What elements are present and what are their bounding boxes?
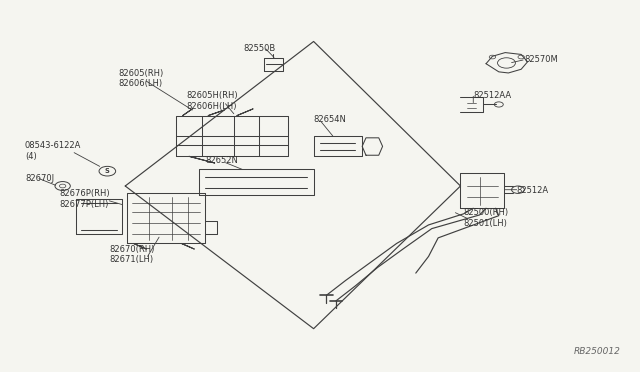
Text: 82605H(RH)
82606H(LH): 82605H(RH) 82606H(LH) bbox=[186, 91, 237, 110]
Text: S: S bbox=[104, 168, 109, 174]
Text: 82670J: 82670J bbox=[25, 174, 54, 183]
Text: 82512A: 82512A bbox=[516, 186, 549, 195]
Text: 08543-6122A
(4): 08543-6122A (4) bbox=[25, 141, 81, 161]
Text: 82670(RH)
82671(LH): 82670(RH) 82671(LH) bbox=[109, 245, 155, 264]
Text: 82676P(RH)
82677P(LH): 82676P(RH) 82677P(LH) bbox=[60, 189, 110, 209]
Text: RB250012: RB250012 bbox=[573, 347, 620, 356]
Text: 82605(RH)
82606(LH): 82605(RH) 82606(LH) bbox=[119, 69, 164, 89]
Text: 82652N: 82652N bbox=[205, 155, 238, 164]
Text: 82570M: 82570M bbox=[524, 55, 558, 64]
Text: 82512AA: 82512AA bbox=[473, 91, 511, 100]
Text: 82500(RH)
82501(LH): 82500(RH) 82501(LH) bbox=[463, 208, 508, 228]
Text: 82550B: 82550B bbox=[243, 44, 276, 53]
Text: 82654N: 82654N bbox=[314, 115, 346, 124]
